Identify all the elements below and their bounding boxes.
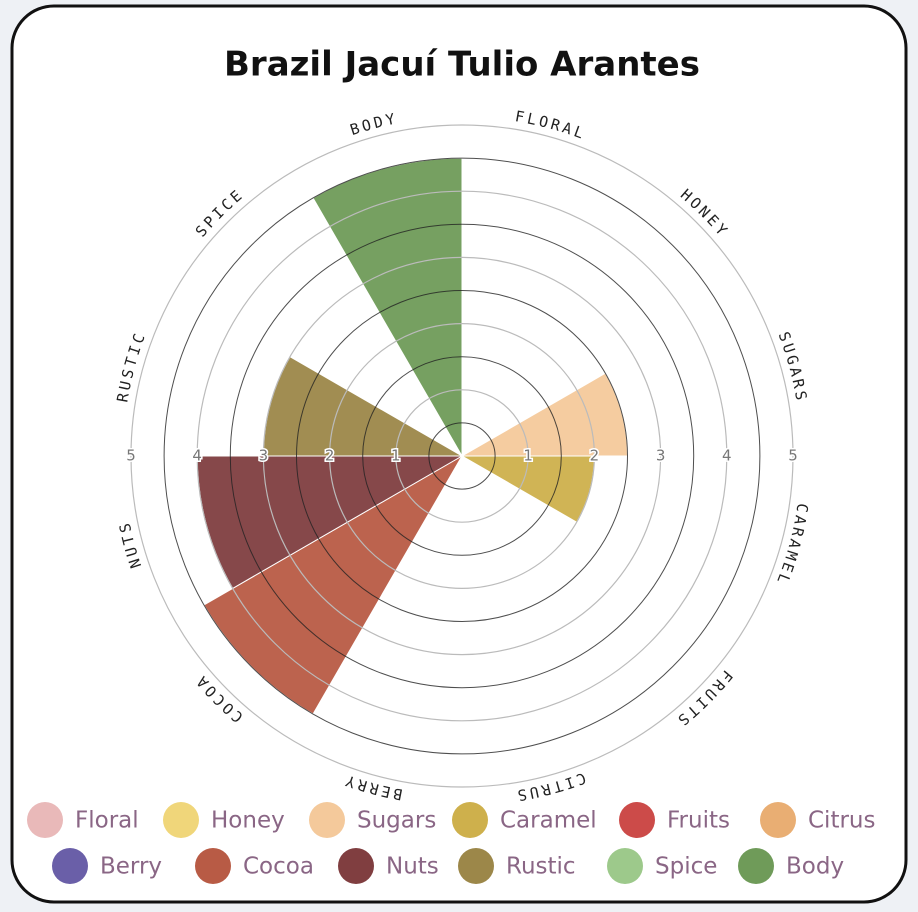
legend-label: Fruits — [667, 808, 730, 834]
legend-label: Berry — [100, 854, 162, 880]
grid-circle — [130, 124, 794, 788]
legend-swatch — [309, 802, 345, 838]
grid-circle — [196, 190, 728, 722]
r-tick-label: 2 — [325, 447, 335, 465]
legend-swatch — [458, 848, 494, 884]
r-tick-label: 5 — [788, 447, 798, 465]
legend-swatch — [607, 848, 643, 884]
minor-grid-circle — [362, 356, 562, 556]
grid-circle — [329, 323, 595, 589]
minor-grid-circle — [229, 223, 695, 689]
legend-label: Spice — [655, 854, 717, 880]
legend-swatch — [619, 802, 655, 838]
legend-label: Caramel — [500, 808, 597, 834]
legend-swatch — [52, 848, 88, 884]
legend-label: Rustic — [506, 854, 576, 880]
r-tick-label: 1 — [391, 447, 401, 465]
legend-swatch — [163, 802, 199, 838]
r-tick-label: 1 — [523, 447, 533, 465]
r-tick-label: 3 — [656, 447, 666, 465]
r-tick-label: 4 — [192, 447, 202, 465]
r-tick-label: 3 — [259, 447, 269, 465]
minor-grid-circle — [163, 157, 761, 755]
grid-circle — [262, 256, 662, 656]
legend-swatch — [738, 848, 774, 884]
legend-swatch — [27, 802, 63, 838]
chart-title: Brazil Jacuí Tulio Arantes — [224, 45, 700, 85]
minor-grid-circle — [296, 290, 628, 622]
r-tick-label: 2 — [590, 447, 600, 465]
legend-swatch — [760, 802, 796, 838]
legend-label: Floral — [75, 808, 139, 834]
legend-label: Sugars — [357, 808, 436, 834]
r-tick-label: 4 — [722, 447, 732, 465]
legend-label: Nuts — [386, 854, 439, 880]
legend-swatch — [195, 848, 231, 884]
legend-label: Citrus — [808, 808, 875, 834]
r-tick-label: 5 — [126, 447, 136, 465]
legend-label: Honey — [211, 808, 285, 834]
grid-circle — [395, 389, 529, 523]
legend-label: Body — [786, 854, 844, 880]
minor-grid-circle — [428, 422, 496, 490]
legend-label: Cocoa — [243, 854, 314, 880]
legend-swatch — [338, 848, 374, 884]
legend-swatch — [452, 802, 488, 838]
